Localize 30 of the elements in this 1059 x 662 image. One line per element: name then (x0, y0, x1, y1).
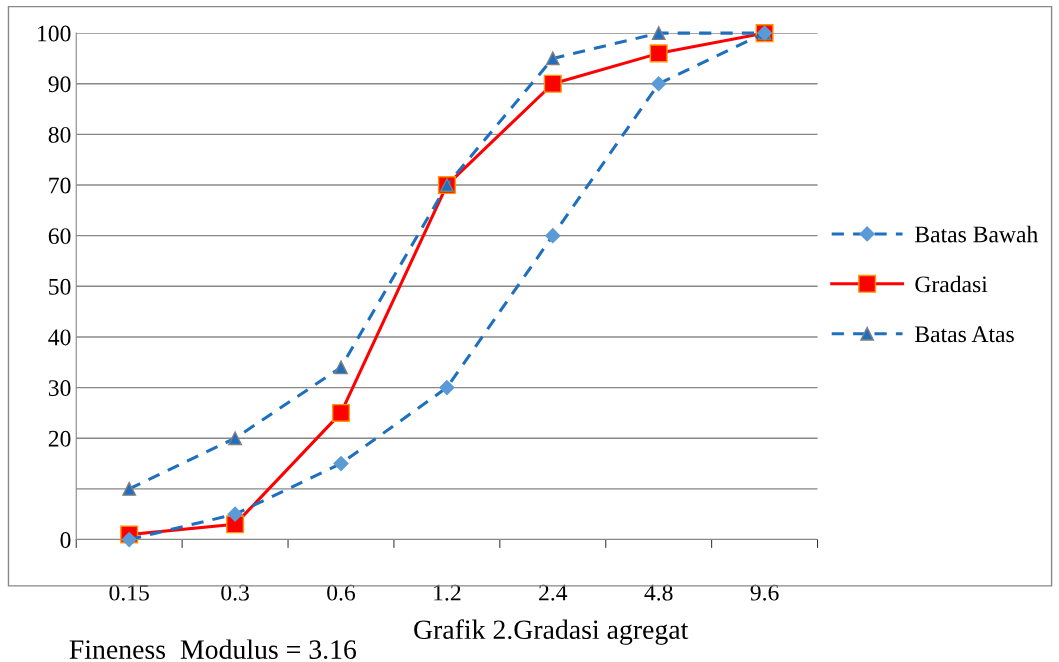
x-tick-label: 0.3 (221, 584, 249, 601)
x-tick-label: 4.8 (644, 584, 673, 601)
y-tick-label: 40 (48, 329, 71, 346)
y-tick-label: 0 (60, 532, 71, 548)
y-tick-label: 20 (48, 430, 71, 447)
text: Fineness Modulus = 3.16 (69, 639, 357, 660)
point (228, 431, 243, 446)
x-tick-label: 0.6 (327, 584, 356, 601)
y-tick-label: 90 (48, 76, 71, 93)
point (331, 403, 351, 422)
y-tick-label: 30 (48, 380, 71, 397)
point (543, 74, 562, 93)
y-tick-label: 50 (49, 278, 71, 295)
y-tick-label: 70 (49, 177, 71, 194)
text: Grafik 2.Gradasi agregat (414, 619, 689, 645)
y-tick-label: 60 (48, 228, 71, 245)
point (122, 481, 137, 496)
point (649, 44, 668, 63)
point (334, 360, 348, 375)
legend-label: Batas Atas (915, 326, 1014, 343)
x-tick-label: 9.6 (750, 584, 779, 601)
y-tick-label: 80 (48, 126, 71, 143)
legend-label: Gradasi (915, 275, 988, 293)
point (545, 51, 560, 66)
point (651, 26, 666, 41)
x-tick-label: 2.4 (539, 584, 568, 601)
y-tick-label: 100 (38, 25, 71, 42)
legend-label: Batas Bawah (915, 225, 1038, 243)
x-tick-label: 1.2 (434, 584, 461, 601)
x-tick-label: 0.15 (109, 584, 149, 601)
